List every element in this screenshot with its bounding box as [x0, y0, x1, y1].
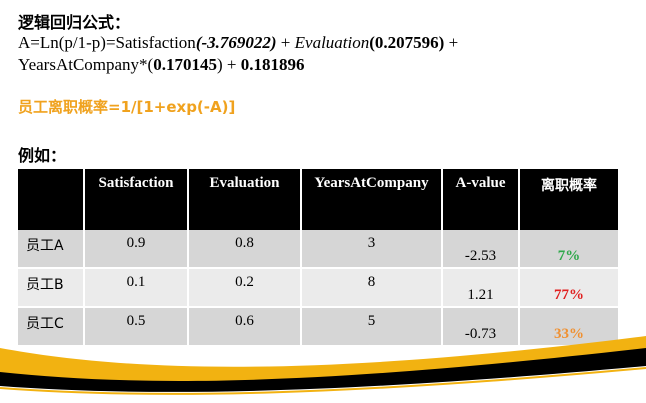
- evaluation-coefficient: (0.207596): [369, 33, 445, 52]
- formula-line-1: A=Ln(p/1-p)=Satisfaction(-3.769022) + Ev…: [18, 33, 458, 53]
- satisfaction-cell: 0.5: [84, 307, 189, 347]
- probability-cell: 7%: [519, 230, 620, 269]
- employee-cell: 员工C: [18, 307, 85, 347]
- table-row: 员工A 0.9 0.8 3 -2.53 7%: [18, 230, 620, 269]
- header-cell-probability: 离职概率: [519, 169, 620, 230]
- probability-cell: 77%: [519, 268, 620, 308]
- header-cell-evaluation: Evaluation: [188, 169, 302, 230]
- years-coefficient: 0.170145: [153, 55, 217, 74]
- example-label: 例如：: [18, 146, 67, 165]
- years-cell: 5: [301, 307, 443, 347]
- evaluation-cell: 0.2: [188, 268, 302, 308]
- table-row: 员工C 0.5 0.6 5 -0.73 33%: [18, 307, 620, 347]
- formula-part: ) +: [216, 55, 241, 74]
- years-cell: 3: [301, 230, 443, 269]
- years-cell: 8: [301, 268, 443, 308]
- formula-part: YearsAtCompany*(: [18, 55, 154, 74]
- satisfaction-coefficient: (-3.769022): [195, 33, 277, 52]
- a-value-cell: -0.73: [442, 307, 520, 347]
- swoosh-gold-edge: [0, 367, 646, 395]
- header-cell-employee: [18, 169, 85, 230]
- header-cell-a-value: A-value: [442, 169, 520, 230]
- probability-formula: 员工离职概率=1/[1+exp(-A)]: [18, 98, 236, 116]
- intercept: 0.181896: [240, 55, 305, 74]
- formula-line-2: YearsAtCompany*(0.170145) + 0.181896: [18, 55, 304, 75]
- a-value-cell: 1.21: [442, 268, 520, 308]
- table-header-row: Satisfaction Evaluation YearsAtCompany A…: [18, 169, 620, 230]
- evaluation-cell: 0.6: [188, 307, 302, 347]
- satisfaction-cell: 0.9: [84, 230, 189, 269]
- satisfaction-cell: 0.1: [84, 268, 189, 308]
- formula-part: A=Ln(p/1-p)=Satisfaction: [18, 33, 196, 52]
- employee-cell: 员工A: [18, 230, 85, 269]
- evaluation-cell: 0.8: [188, 230, 302, 269]
- header-cell-satisfaction: Satisfaction: [84, 169, 189, 230]
- formula-part: +: [276, 33, 295, 52]
- employee-cell: 员工B: [18, 268, 85, 308]
- decorative-swoosh: [0, 336, 646, 403]
- example-table: Satisfaction Evaluation YearsAtCompany A…: [18, 169, 620, 347]
- evaluation-term: Evaluation: [294, 33, 370, 52]
- formula-part: +: [444, 33, 459, 52]
- table-row: 员工B 0.1 0.2 8 1.21 77%: [18, 268, 620, 308]
- header-cell-years: YearsAtCompany: [301, 169, 443, 230]
- probability-cell: 33%: [519, 307, 620, 347]
- formula-heading: 逻辑回归公式：: [18, 13, 131, 32]
- a-value-cell: -2.53: [442, 230, 520, 269]
